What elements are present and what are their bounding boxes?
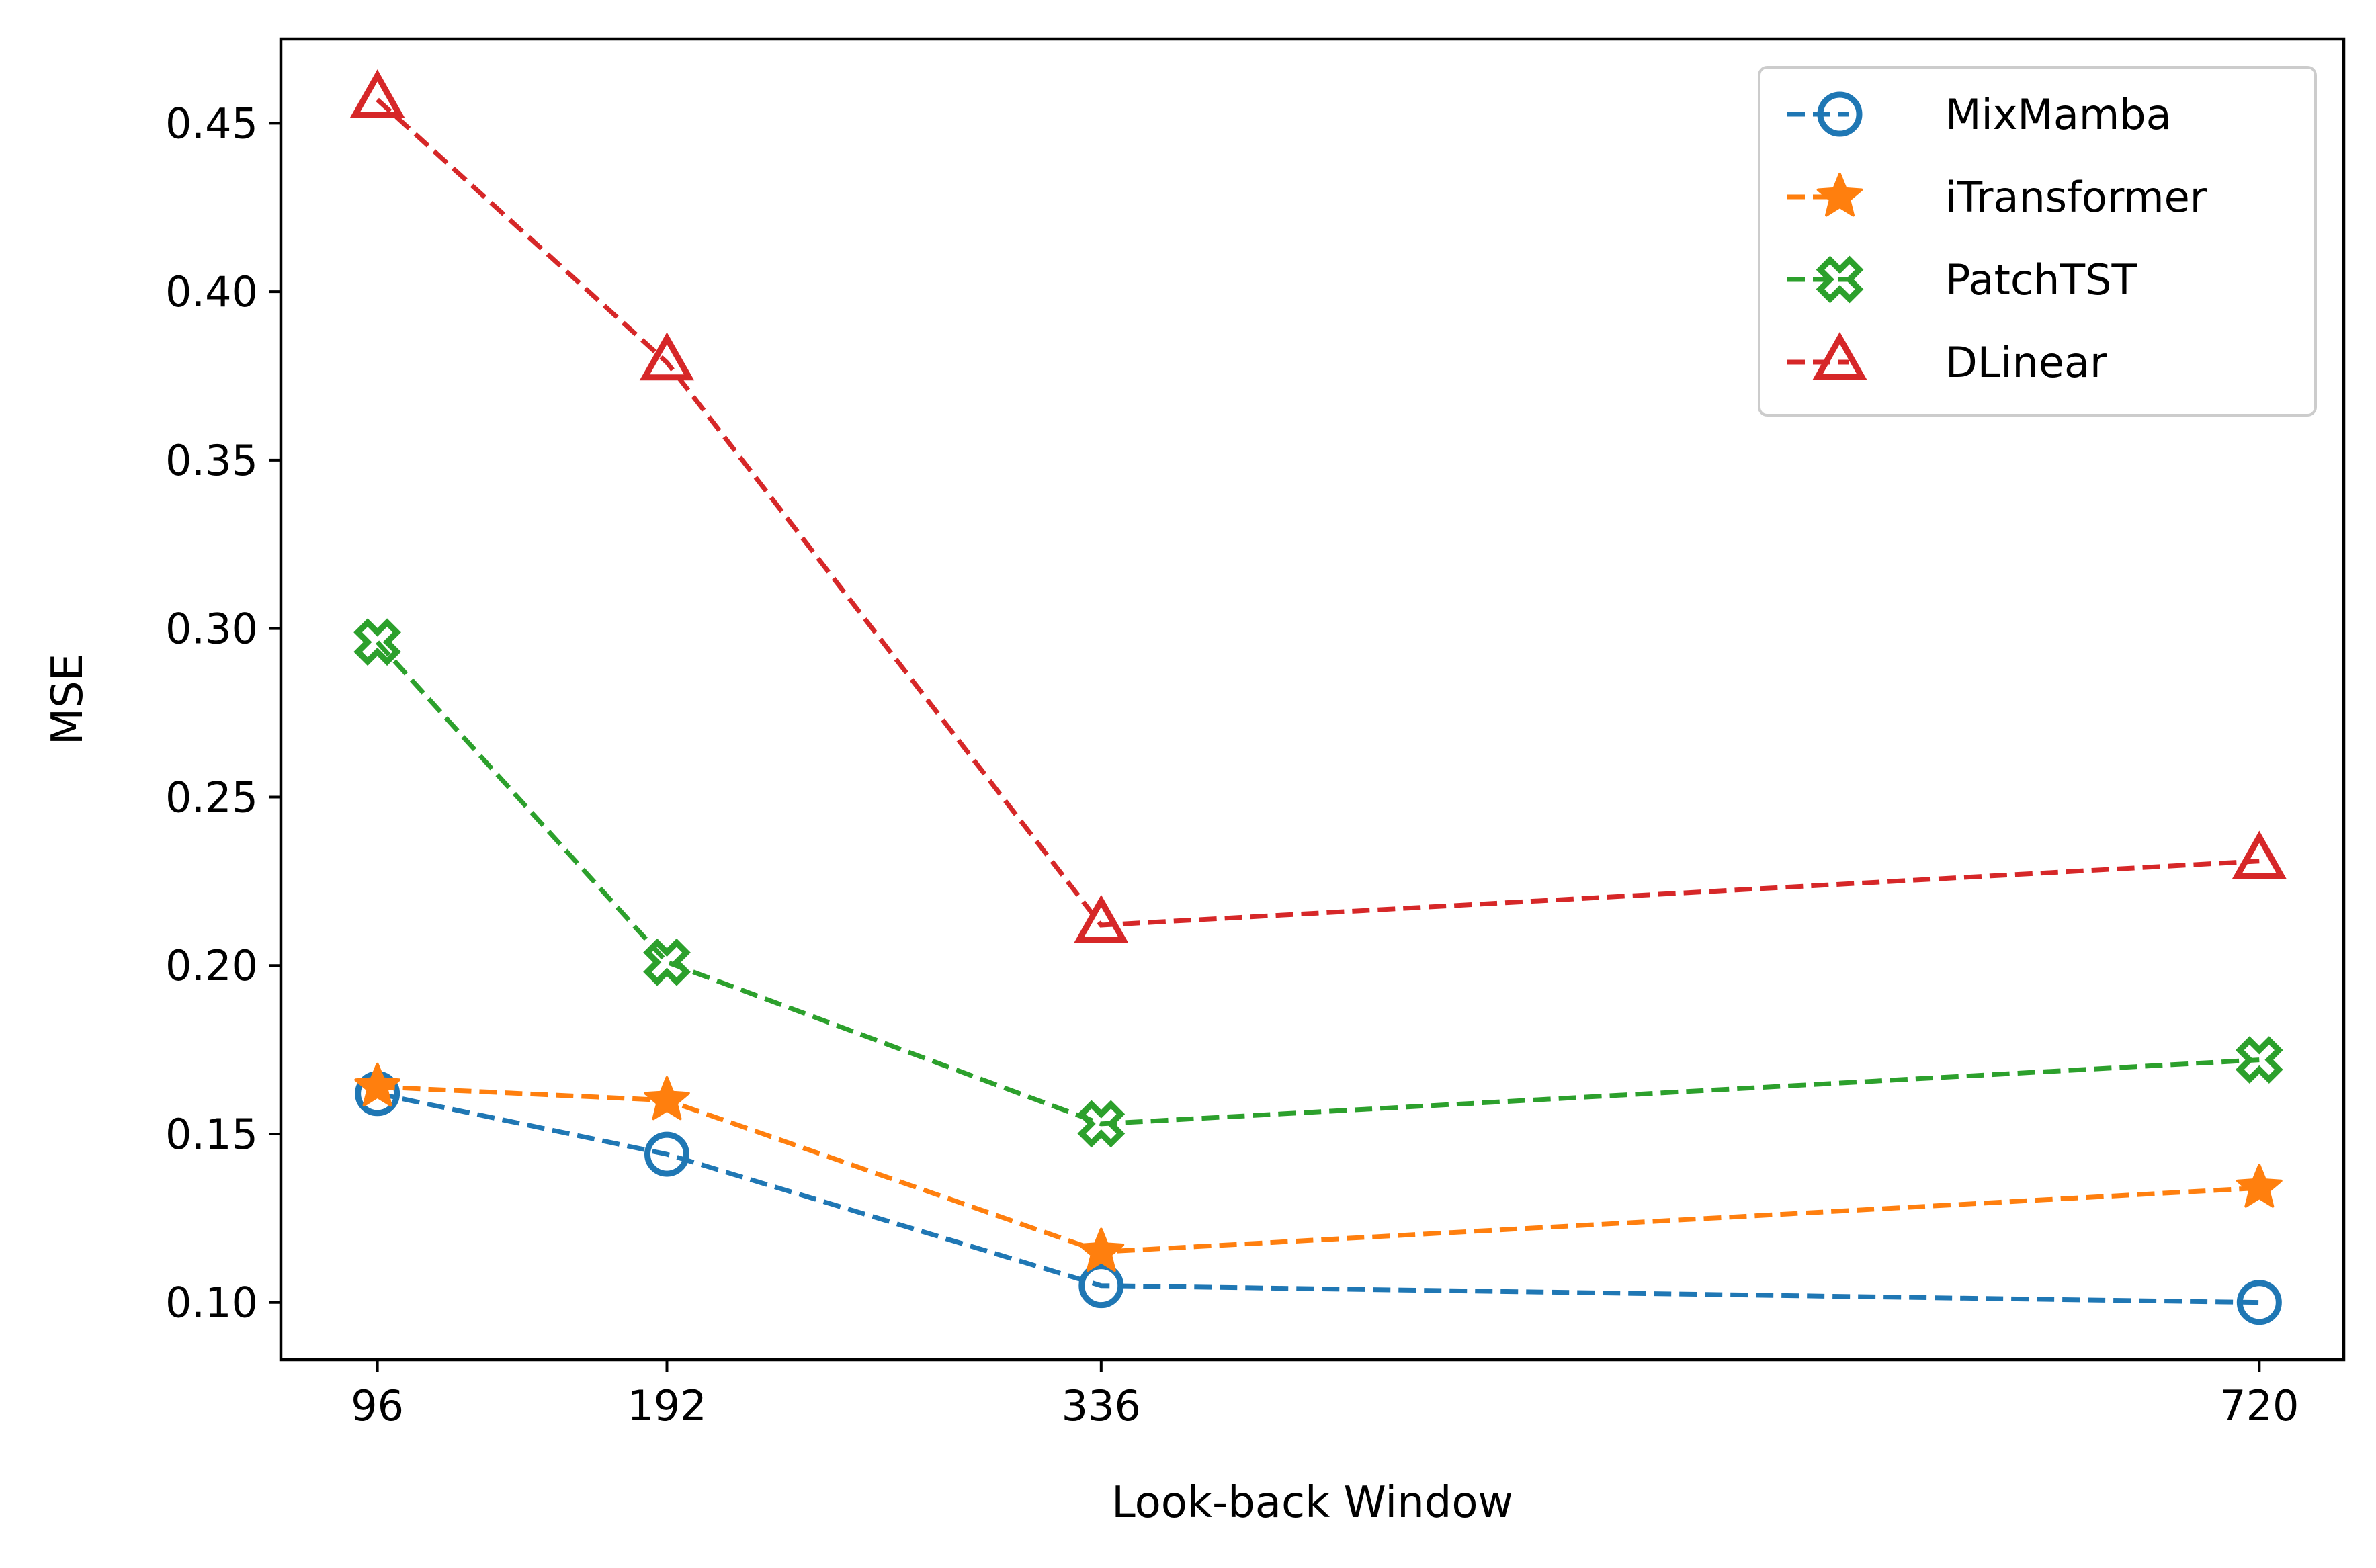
data-point-mixmamba xyxy=(644,1131,690,1177)
series-itransformer xyxy=(354,1062,2283,1272)
data-point-itransformer xyxy=(354,1062,400,1107)
x-tick-label: 192 xyxy=(627,1381,706,1430)
legend-marker-dlinear xyxy=(1812,331,1867,380)
x-axis: 96 192 336 720 xyxy=(351,1360,2299,1430)
series-line-patchtst xyxy=(376,640,2260,1127)
data-point-dlinear xyxy=(639,332,695,381)
data-point-patchtst xyxy=(2235,1036,2283,1084)
data-point-dlinear xyxy=(349,69,405,118)
data-point-mixmamba xyxy=(1078,1263,1124,1309)
data-point-mixmamba xyxy=(2236,1280,2282,1325)
y-tick-label: 0.35 xyxy=(165,436,258,485)
data-point-itransformer xyxy=(2236,1164,2283,1208)
legend-label: PatchTST xyxy=(1945,255,2138,304)
x-tick-label: 96 xyxy=(351,1381,404,1430)
data-point-dlinear xyxy=(2232,830,2287,879)
legend-item-patchtst: PatchTST xyxy=(1787,255,2138,304)
legend-label: MixMamba xyxy=(1945,90,2172,139)
data-point-itransformer xyxy=(644,1076,690,1121)
legend-marker-mixmamba xyxy=(1817,91,1863,137)
legend-label: DLinear xyxy=(1945,338,2107,387)
legend-item-dlinear: DLinear xyxy=(1787,331,2107,387)
data-point-patchtst xyxy=(353,618,401,666)
y-axis: 0.10 0.15 0.20 0.25 0.30 0.35 0.40 0.45 xyxy=(165,99,281,1327)
y-tick-label: 0.40 xyxy=(165,267,258,316)
series-line-dlinear xyxy=(376,97,2260,928)
legend-item-itransformer: iTransformer xyxy=(1787,173,2207,222)
y-axis-title: MSE xyxy=(43,654,93,745)
y-tick-label: 0.20 xyxy=(165,941,258,990)
legend-box xyxy=(1758,66,2317,417)
x-tick-label: 720 xyxy=(2219,1381,2299,1430)
y-tick-label: 0.15 xyxy=(165,1110,258,1159)
y-tick-label: 0.30 xyxy=(165,605,258,654)
series-layer xyxy=(349,69,2287,1325)
y-tick-label: 0.45 xyxy=(165,99,258,148)
legend-label: iTransformer xyxy=(1945,173,2207,222)
data-point-patchtst xyxy=(643,938,691,986)
x-tick-label: 336 xyxy=(1062,1381,1141,1430)
legend-item-mixmamba: MixMamba xyxy=(1787,90,2172,139)
plot-frame xyxy=(279,37,2346,1362)
data-point-patchtst xyxy=(1077,1100,1126,1148)
legend-marker-patchtst xyxy=(1816,255,1864,304)
series-patchtst xyxy=(353,618,2283,1148)
series-dlinear xyxy=(349,69,2287,943)
series-line-mixmamba xyxy=(376,1091,2260,1305)
data-point-dlinear xyxy=(1074,894,1129,943)
x-axis-title: Look-back Window xyxy=(1111,1478,1513,1528)
legend: MixMamba iTransformer PatchTST DLinear xyxy=(1758,66,2317,417)
series-line-itransformer xyxy=(377,1084,2260,1255)
data-point-itransformer xyxy=(1078,1227,1125,1272)
y-tick-label: 0.10 xyxy=(165,1278,258,1327)
legend-marker-itransformer xyxy=(1816,173,1863,217)
y-tick-label: 0.25 xyxy=(165,773,258,822)
